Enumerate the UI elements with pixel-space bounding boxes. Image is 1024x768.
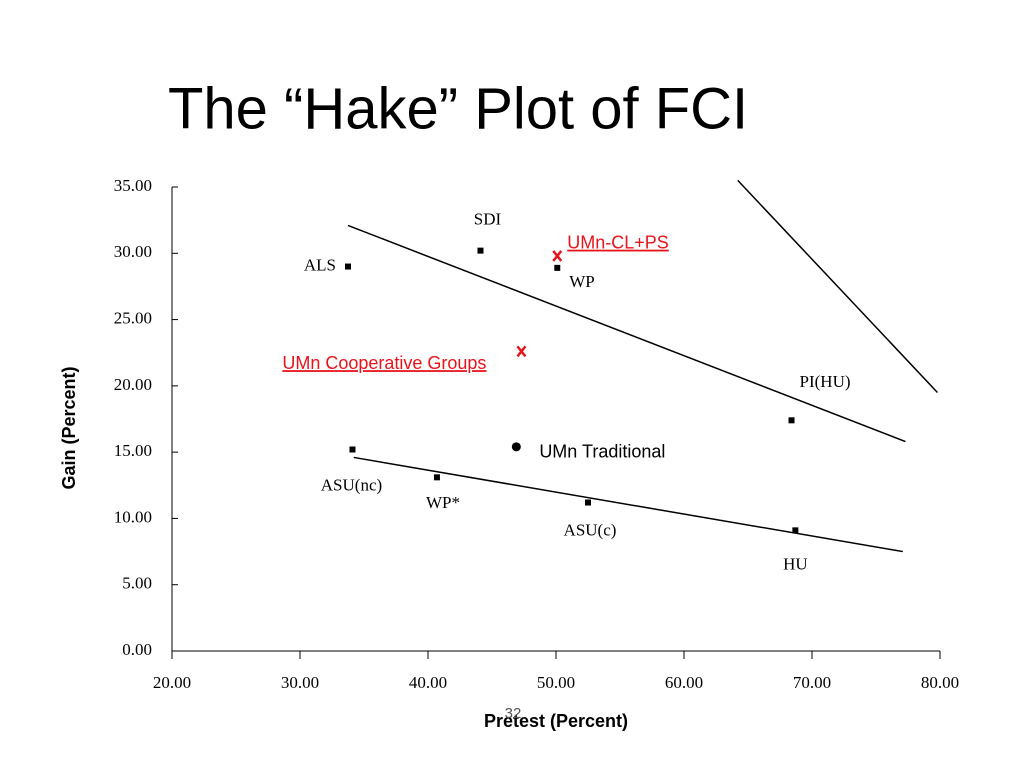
y-tick-label: 20.00: [114, 375, 152, 394]
x-tick-label: 30.00: [281, 673, 319, 692]
trend-line: [347, 224, 906, 443]
point: [792, 527, 799, 534]
point-label: UMn Cooperative Groups: [282, 353, 486, 373]
chart-title: The “Hake” Plot of FCI: [168, 76, 748, 141]
page-number: 32: [505, 705, 522, 722]
y-tick-label: 30.00: [114, 242, 152, 261]
point-label: ALS: [304, 255, 336, 274]
y-tick-label: 15.00: [114, 441, 152, 460]
y-tick-label: 5.00: [122, 574, 152, 593]
point-label: ASU(c): [564, 520, 617, 539]
y-tick-label: 35.00: [114, 176, 152, 195]
trend-line: [353, 456, 904, 553]
y-tick-label: 25.00: [114, 308, 152, 327]
point-label: HU: [783, 554, 808, 573]
point: [554, 264, 561, 271]
trend-line: [737, 179, 938, 394]
point-label: PI(HU): [800, 372, 851, 391]
point-label: ASU(nc): [321, 475, 382, 494]
x-tick-label: 60.00: [665, 673, 703, 692]
x-tick-label: 50.00: [537, 673, 575, 692]
point-label: WP*: [426, 493, 460, 512]
y-tick-label: 10.00: [114, 507, 152, 526]
x-axis-title: Pretest (Percent): [484, 711, 628, 731]
point: [516, 345, 527, 358]
point-label: UMn Traditional: [539, 442, 665, 462]
point: [585, 499, 591, 506]
point-label: WP: [569, 272, 595, 291]
point: [788, 417, 795, 424]
x-tick-label: 70.00: [793, 673, 831, 692]
x-tick-label: 40.00: [409, 673, 447, 692]
x-tick-label: 80.00: [921, 673, 959, 692]
y-axis-title: Gain (Percent): [59, 366, 79, 489]
point: [552, 250, 563, 262]
point-label: UMn-CL+PS: [567, 233, 669, 253]
point: [349, 446, 356, 453]
point: [511, 442, 521, 452]
point-label: SDI: [474, 210, 502, 229]
point: [433, 474, 440, 481]
y-tick-label: 0.00: [122, 640, 152, 659]
x-tick-label: 20.00: [153, 673, 191, 692]
point: [345, 263, 351, 270]
point: [477, 247, 484, 254]
